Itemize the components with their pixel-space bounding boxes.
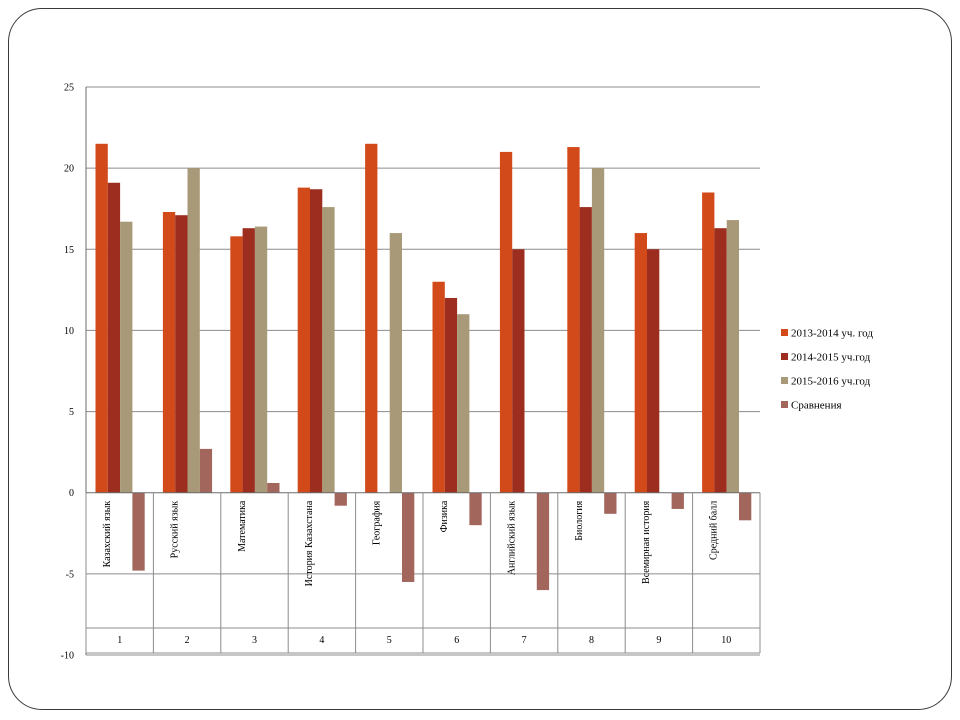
y-tick-label: 25 xyxy=(64,83,74,94)
category-number: 7 xyxy=(522,635,527,646)
y-tick-label: 5 xyxy=(69,407,74,418)
category-name: Биология xyxy=(574,500,585,540)
legend-swatch xyxy=(781,377,788,384)
bar xyxy=(365,143,378,493)
legend-label: 2015-2016 уч.год xyxy=(791,376,871,388)
y-tick-label: 15 xyxy=(64,245,74,256)
bar xyxy=(634,233,647,493)
category-name: Казахский язык xyxy=(102,501,113,568)
bar xyxy=(322,207,335,493)
category-number: 3 xyxy=(252,635,257,646)
legend-swatch xyxy=(781,329,788,336)
bar xyxy=(334,492,347,506)
bar xyxy=(187,168,200,493)
bar xyxy=(242,228,255,493)
legend-label: 2014-2015 уч.год xyxy=(791,352,871,364)
bar xyxy=(297,187,310,493)
y-axis-tick-labels: -10 -5 0 5 10 15 20 25 xyxy=(61,83,74,662)
legend-label: Сравнения xyxy=(791,400,842,412)
legend-swatch xyxy=(781,401,788,408)
bar xyxy=(567,147,580,493)
bar xyxy=(647,249,660,493)
category-name: Физика xyxy=(439,500,450,532)
bar xyxy=(254,226,268,493)
category-number: 2 xyxy=(185,635,190,646)
category-name: Всемирная история xyxy=(641,500,652,584)
bar xyxy=(671,492,684,509)
bar xyxy=(536,492,550,591)
bar xyxy=(469,492,482,526)
bar xyxy=(162,211,176,493)
bar xyxy=(512,249,525,493)
legend: 2013-2014 уч. год 2014-2015 уч.год 2015-20… xyxy=(781,328,873,412)
category-table: 1 Казахский язык 2 Русский язык 3 Математика 4… xyxy=(85,492,761,654)
bar xyxy=(432,281,445,493)
category-number: 6 xyxy=(454,635,459,646)
category-name: Средний балл xyxy=(709,501,720,560)
y-tick-label: -10 xyxy=(61,651,74,662)
legend-swatch xyxy=(781,353,788,360)
bar xyxy=(175,215,188,493)
bar xyxy=(120,221,133,493)
bars xyxy=(95,143,752,591)
y-tick-label: 20 xyxy=(64,164,74,175)
bar xyxy=(444,297,458,493)
category-number: 1 xyxy=(117,635,122,646)
bar xyxy=(132,492,145,571)
category-name: История Казахстана xyxy=(304,500,315,586)
bar xyxy=(199,448,213,493)
bar xyxy=(714,228,727,493)
category-name: Русский язык xyxy=(169,501,180,559)
y-tick-label: -5 xyxy=(66,569,74,580)
bar xyxy=(230,236,243,493)
bar xyxy=(726,220,739,493)
category-number: 8 xyxy=(589,635,594,646)
bar xyxy=(389,233,402,493)
bar xyxy=(267,482,280,493)
category-number: 5 xyxy=(387,635,392,646)
bar xyxy=(591,168,605,493)
bar xyxy=(310,189,323,493)
category-number: 9 xyxy=(656,635,661,646)
y-tick-label: 0 xyxy=(69,488,74,499)
category-number: 4 xyxy=(319,635,324,646)
bar xyxy=(702,192,715,493)
bar xyxy=(579,207,592,493)
category-name: География xyxy=(372,500,383,545)
bar xyxy=(604,492,617,514)
bar xyxy=(457,314,470,493)
legend-label: 2013-2014 уч. год xyxy=(791,328,873,340)
bar xyxy=(499,151,513,493)
bar xyxy=(107,182,121,493)
y-tick-label: 10 xyxy=(64,326,74,337)
category-number: 10 xyxy=(721,635,731,646)
bar xyxy=(739,492,752,521)
bar xyxy=(95,143,108,493)
category-name: Математика xyxy=(237,500,248,552)
bar xyxy=(402,492,415,582)
category-name: Английский язык xyxy=(506,501,517,576)
